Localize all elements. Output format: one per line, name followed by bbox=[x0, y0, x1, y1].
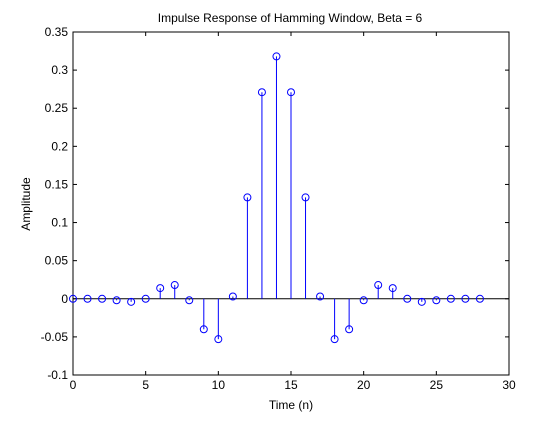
stem-marker bbox=[461, 294, 470, 303]
y-tick-label: 0.1 bbox=[51, 216, 68, 230]
stem-marker bbox=[199, 325, 208, 334]
x-axis-label: Time (n) bbox=[269, 398, 313, 412]
x-tick-label: 30 bbox=[502, 378, 516, 392]
y-tick-label: 0.3 bbox=[51, 63, 68, 77]
stem-marker bbox=[388, 284, 397, 293]
x-axis-ticks: 0 5 10 15 20 25 30 bbox=[70, 32, 516, 392]
stem-marker bbox=[301, 193, 310, 202]
stem-marker bbox=[359, 296, 368, 305]
stem-marker bbox=[170, 281, 179, 290]
y-tick-label: 0.35 bbox=[45, 25, 69, 39]
y-axis-label: Amplitude bbox=[19, 177, 33, 231]
stem-marker bbox=[287, 88, 295, 97]
stem-series bbox=[69, 52, 484, 344]
stem-marker bbox=[374, 281, 383, 290]
stem-marker bbox=[228, 292, 237, 301]
chart-title: Impulse Response of Hamming Window, Beta… bbox=[158, 11, 423, 25]
stem-marker bbox=[330, 335, 339, 344]
stem-marker bbox=[243, 193, 252, 202]
y-tick-label: 0.2 bbox=[51, 139, 68, 153]
y-tick-label: 0.15 bbox=[45, 177, 69, 191]
x-tick-label: 25 bbox=[430, 378, 444, 392]
stem-marker bbox=[345, 325, 354, 334]
stem-marker bbox=[316, 292, 325, 301]
y-tick-label: 0.25 bbox=[45, 101, 69, 115]
stem-marker bbox=[112, 296, 121, 305]
stem-marker bbox=[272, 52, 281, 61]
x-tick-label: 5 bbox=[142, 378, 149, 392]
stem-marker bbox=[432, 296, 441, 305]
stem-marker bbox=[185, 296, 194, 305]
y-tick-label: -0.1 bbox=[47, 368, 68, 382]
stem-marker bbox=[403, 294, 412, 303]
y-tick-label: 0 bbox=[61, 292, 68, 306]
stem-marker bbox=[214, 335, 223, 344]
x-tick-label: 15 bbox=[284, 378, 298, 392]
stem-marker bbox=[83, 294, 92, 303]
stem-marker bbox=[417, 297, 426, 306]
stem-marker bbox=[257, 88, 266, 97]
stem-marker bbox=[141, 294, 150, 303]
y-tick-label: -0.05 bbox=[41, 330, 69, 344]
x-tick-label: 10 bbox=[212, 378, 226, 392]
y-tick-label: 0.05 bbox=[45, 254, 69, 268]
stem-marker bbox=[69, 294, 77, 303]
stem-marker bbox=[98, 294, 107, 303]
x-tick-label: 0 bbox=[70, 378, 77, 392]
stem-marker bbox=[446, 294, 455, 303]
stem-marker bbox=[127, 297, 136, 306]
stem-marker bbox=[475, 294, 484, 303]
y-axis-ticks: -0.1 -0.05 0 0.05 0.1 0.15 0.2 0.25 0.3 0.35 bbox=[41, 25, 509, 382]
stem-marker bbox=[156, 284, 165, 293]
x-tick-label: 20 bbox=[357, 378, 371, 392]
